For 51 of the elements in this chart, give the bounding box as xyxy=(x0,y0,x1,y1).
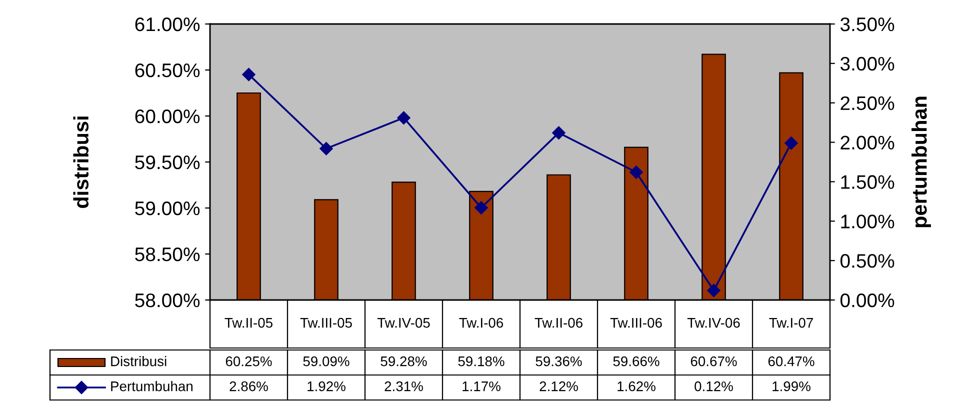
data-label: 59.09% xyxy=(303,356,350,366)
data-label: 1.99% xyxy=(772,381,810,392)
x-tick-label: Tw.I-06 xyxy=(459,318,504,328)
point xyxy=(707,284,720,298)
x-tick-label: Tw.III-05 xyxy=(300,318,352,328)
data-label: 59.66% xyxy=(613,356,660,366)
data-label: 60.67% xyxy=(690,356,737,366)
y-tick-label: 58.00% xyxy=(135,293,200,308)
y-tick-label: 61.00% xyxy=(135,17,200,32)
y2-axis-title: pertumbuhan xyxy=(912,96,931,228)
point xyxy=(552,126,566,140)
data-label: 59.28% xyxy=(380,356,427,366)
y-tick-label: 60.50% xyxy=(135,63,200,78)
point xyxy=(784,136,798,150)
data-label: 1.17% xyxy=(462,381,500,392)
y-tick-label: 60.00% xyxy=(135,109,200,124)
legend-label: Distribusi xyxy=(111,356,166,366)
y-tick-label: 59.00% xyxy=(135,201,200,216)
y-axis-title: distribusi xyxy=(73,116,89,208)
data-label: 59.36% xyxy=(536,356,582,366)
x-tick-label: Tw.II-05 xyxy=(224,318,272,328)
data-label: 60.47% xyxy=(768,356,814,366)
x-tick-label: Tw.III-06 xyxy=(610,318,662,328)
x-tick-label: Tw.II-06 xyxy=(534,318,582,328)
x-tick-label: Tw.IV-06 xyxy=(687,318,740,328)
data-label: 2.31% xyxy=(384,381,423,392)
point xyxy=(397,111,410,124)
y2-tick-label: 0.50% xyxy=(840,254,894,268)
y-tick-label: 59.50% xyxy=(135,155,200,170)
point xyxy=(474,201,488,214)
y-tick-label: 58.50% xyxy=(135,247,200,262)
y2-tick-label: 2.00% xyxy=(840,136,894,150)
x-tick-label: Tw.I-07 xyxy=(769,318,813,328)
data-label: 2.12% xyxy=(540,381,578,392)
y2-tick-label: 3.50% xyxy=(840,17,894,32)
data-label: 0.12% xyxy=(694,381,733,392)
y2-tick-label: 1.50% xyxy=(841,175,894,189)
data-label: 1.62% xyxy=(618,381,656,392)
y2-tick-label: 1.00% xyxy=(841,214,894,228)
data-label: 2.86% xyxy=(230,381,268,392)
point xyxy=(320,142,333,156)
y2-tick-label: 3.00% xyxy=(840,56,894,71)
data-label: 59.18% xyxy=(458,356,504,366)
data-label: 60.25% xyxy=(226,356,272,366)
point xyxy=(630,166,643,179)
legend-label: Pertumbuhan xyxy=(111,381,192,392)
y2-tick-label: 2.50% xyxy=(840,96,894,110)
x-tick-label: Tw.IV-05 xyxy=(377,318,430,328)
data-label: 1.92% xyxy=(308,381,346,392)
y2-tick-label: 0.00% xyxy=(840,293,894,308)
point xyxy=(242,68,256,82)
